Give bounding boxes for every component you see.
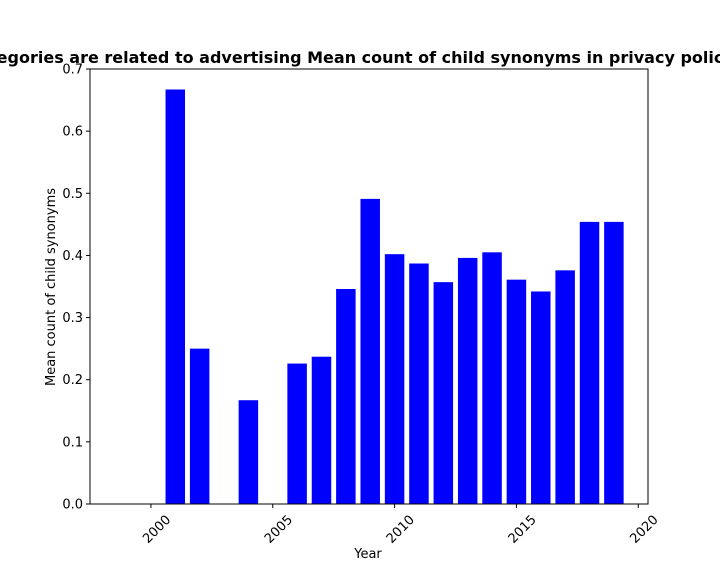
chart-title: egories are related to advertising Mean … — [0, 48, 720, 67]
bar-2007 — [311, 356, 332, 504]
bar-2015 — [506, 279, 527, 504]
x-tick-label: 2005 — [262, 513, 296, 547]
x-tick-label: 2010 — [384, 513, 418, 547]
x-axis-label: Year — [353, 547, 382, 562]
x-tick-label: 2015 — [506, 513, 540, 547]
x-tick-label: 2000 — [140, 513, 174, 547]
bar-2006 — [287, 363, 307, 504]
y-tick-label: 0.3 — [62, 311, 83, 326]
bar-2018 — [579, 221, 600, 504]
y-tick-label: 0.7 — [62, 63, 83, 78]
bar-2002 — [189, 348, 210, 504]
bar-2001 — [165, 89, 186, 504]
y-tick-label: 0.0 — [62, 498, 83, 513]
y-tick-label: 0.1 — [62, 435, 83, 450]
bar-2014 — [482, 252, 502, 504]
bar-2019 — [604, 221, 624, 504]
bar-2010 — [384, 254, 405, 504]
y-tick-label: 0.4 — [62, 249, 83, 264]
bars-group — [165, 89, 624, 504]
x-tick-label: 2020 — [628, 513, 662, 547]
plot-frame — [89, 68, 649, 505]
bar-2004 — [238, 400, 259, 504]
y-axis: 0.0 0.1 0.2 0.3 0.4 0.5 0.6 0.7 — [62, 63, 90, 513]
x-axis: 2000 2005 2010 2015 2020 — [140, 504, 662, 547]
bar-2012 — [433, 282, 454, 504]
y-tick-label: 0.5 — [62, 187, 83, 202]
y-axis-label: Mean count of child synonyms — [44, 188, 59, 386]
bar-2009 — [360, 198, 380, 504]
bar-2011 — [409, 263, 429, 504]
y-tick-label: 0.2 — [62, 373, 83, 388]
y-tick-label: 0.6 — [62, 125, 83, 140]
bar-2016 — [531, 291, 551, 504]
bar-2008 — [336, 288, 356, 504]
bar-2013 — [457, 257, 478, 504]
bar-2017 — [555, 270, 575, 504]
